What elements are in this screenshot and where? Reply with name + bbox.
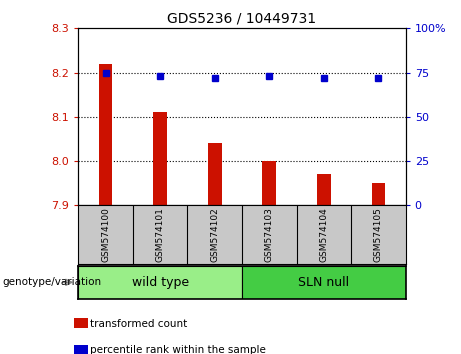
Bar: [242, 266, 406, 299]
Text: GSM574103: GSM574103: [265, 207, 274, 262]
Text: genotype/variation: genotype/variation: [2, 277, 101, 287]
Bar: [154, 113, 167, 205]
Text: GSM574105: GSM574105: [374, 207, 383, 262]
Title: GDS5236 / 10449731: GDS5236 / 10449731: [167, 12, 317, 26]
Bar: [317, 175, 331, 205]
Bar: [372, 183, 385, 205]
Text: GSM574101: GSM574101: [156, 207, 165, 262]
Bar: [208, 143, 222, 205]
Bar: [262, 161, 276, 205]
Text: SLN null: SLN null: [298, 276, 349, 289]
Text: transformed count: transformed count: [90, 319, 187, 329]
Bar: [78, 266, 242, 299]
Bar: [99, 64, 112, 205]
Text: percentile rank within the sample: percentile rank within the sample: [90, 346, 266, 354]
Text: wild type: wild type: [132, 276, 189, 289]
Text: GSM574100: GSM574100: [101, 207, 110, 262]
Text: GSM574102: GSM574102: [210, 207, 219, 262]
Text: GSM574104: GSM574104: [319, 207, 328, 262]
